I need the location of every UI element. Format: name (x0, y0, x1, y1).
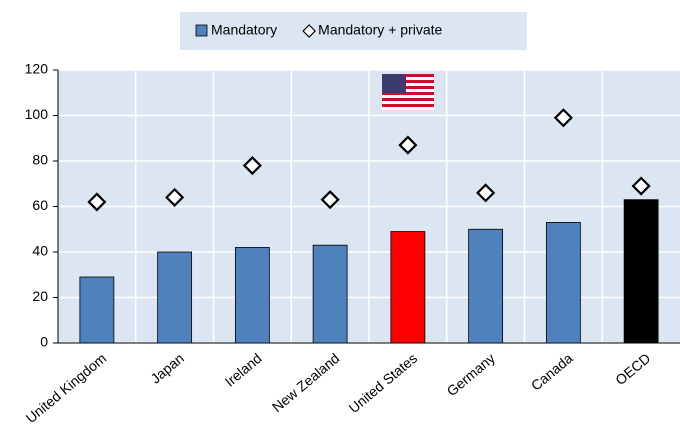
diamond-marker (320, 190, 340, 210)
bar (79, 276, 115, 344)
x-tick-label: United Kingdom (23, 350, 110, 426)
y-tick-label: 120 (25, 61, 49, 77)
x-tick-label: Canada (528, 350, 576, 394)
legend-box (180, 12, 527, 50)
diamond-marker (631, 176, 651, 196)
x-tick-label: Japan (147, 350, 187, 387)
legend-label: Mandatory (211, 22, 277, 38)
legend-swatch (302, 24, 317, 38)
diamond-marker (165, 187, 185, 207)
x-tick-label: United States (346, 350, 421, 416)
y-tick-label: 20 (32, 288, 48, 304)
x-tick-label: OECD (612, 350, 653, 388)
x-tick-label: Ireland (222, 350, 265, 390)
y-tick-label: 60 (32, 197, 48, 213)
bar (468, 228, 504, 344)
bar (234, 247, 270, 344)
y-tick-label: 80 (32, 152, 48, 168)
diamond-marker (553, 108, 573, 128)
y-tick-label: 0 (40, 334, 48, 350)
bar (623, 199, 659, 344)
legend-label: Mandatory + private (318, 22, 442, 38)
diamond-marker (87, 192, 107, 212)
y-tick-label: 40 (32, 243, 48, 259)
legend-swatch (195, 24, 208, 37)
bar (545, 222, 581, 344)
diamond-marker (242, 155, 262, 176)
bar (157, 251, 193, 344)
x-tick-label: New Zealand (269, 350, 342, 415)
y-tick-label: 100 (25, 106, 49, 122)
bar (312, 244, 348, 344)
bar (390, 231, 426, 344)
x-tick-label: Germany (444, 350, 498, 399)
us-flag (382, 74, 434, 110)
diamond-marker (398, 135, 418, 155)
diamond-marker (476, 183, 496, 203)
